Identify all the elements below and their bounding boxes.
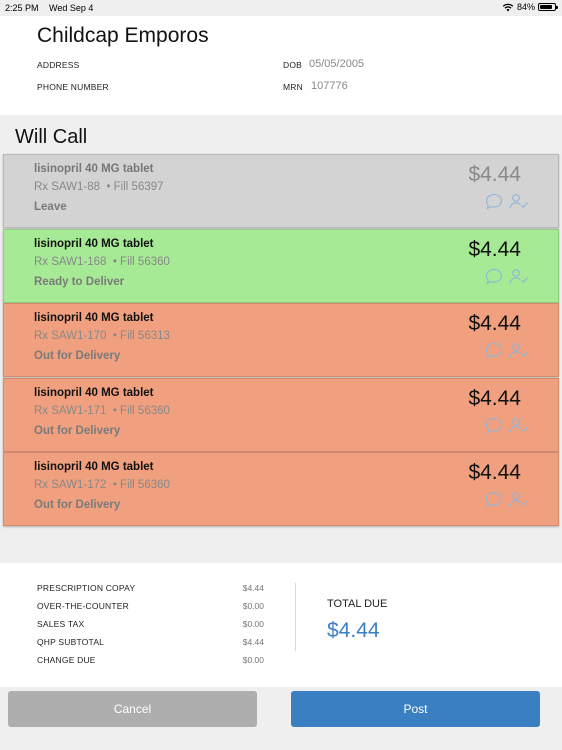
- summary-label: OVER-THE-COUNTER: [37, 601, 129, 611]
- summary-value: $4.44: [242, 583, 264, 593]
- rx-fill-line: Rx SAW1-170 • Fill 56313: [34, 330, 170, 342]
- rx-fill-line: Rx SAW1-88 • Fill 56397: [34, 181, 164, 193]
- post-button[interactable]: Post: [291, 691, 540, 727]
- mrn-value: 107776: [311, 80, 348, 92]
- patient-name: Childcap Emporos: [37, 24, 209, 47]
- address-label: ADDRESS: [37, 60, 80, 70]
- drug-name: lisinopril 40 MG tablet: [34, 386, 154, 399]
- fill-number: • Fill 56360: [112, 404, 170, 417]
- status-bar: 2:25 PM Wed Sep 4 84%: [0, 0, 562, 16]
- section-title: Will Call: [15, 126, 88, 148]
- summary-label: CHANGE DUE: [37, 655, 96, 665]
- user-check-icon[interactable]: [509, 491, 529, 508]
- summary-label: SALES TAX: [37, 619, 85, 629]
- item-actions: [485, 491, 529, 508]
- comment-icon[interactable]: [485, 193, 503, 210]
- status-right: 84%: [502, 2, 558, 12]
- prescription-price: $4.44: [468, 163, 521, 186]
- wifi-icon: [502, 3, 514, 11]
- fill-number: • Fill 56360: [112, 479, 170, 492]
- item-actions: [485, 268, 529, 285]
- battery-icon: [538, 3, 558, 11]
- prescription-price: $4.44: [468, 386, 521, 410]
- prescription-status: Out for Delivery: [34, 350, 121, 363]
- dob-value: 05/05/2005: [309, 58, 365, 70]
- prescription-price: $4.44: [468, 461, 521, 485]
- summary-value: $0.00: [242, 619, 264, 629]
- user-check-icon[interactable]: [509, 417, 529, 434]
- prescription-item[interactable]: lisinopril 40 MG tablet Rx SAW1-168 • Fi…: [3, 228, 559, 303]
- rx-number: Rx SAW1-88: [34, 181, 101, 193]
- total-due-label: TOTAL DUE: [327, 598, 388, 610]
- comment-icon[interactable]: [485, 417, 503, 434]
- rx-number: Rx SAW1-172: [34, 479, 107, 492]
- phone-label: PHONE NUMBER: [37, 82, 109, 92]
- drug-name: lisinopril 40 MG tablet: [34, 461, 154, 474]
- payment-summary: PRESCRIPTION COPAY $4.44 OVER-THE-COUNTE…: [0, 563, 562, 687]
- prescription-item[interactable]: lisinopril 40 MG tablet Rx SAW1-171 • Fi…: [3, 377, 559, 452]
- mrn-label: MRN: [283, 82, 303, 92]
- rx-fill-line: Rx SAW1-172 • Fill 56360: [34, 479, 170, 491]
- total-due-value: $4.44: [327, 619, 380, 642]
- summary-divider: [295, 583, 296, 651]
- prescription-status: Leave: [34, 201, 67, 213]
- drug-name: lisinopril 40 MG tablet: [34, 237, 154, 250]
- battery-fill: [540, 5, 552, 9]
- dob-label: DOB: [283, 60, 303, 70]
- fill-number: • Fill 56397: [106, 181, 164, 193]
- rx-number: Rx SAW1-170: [34, 330, 107, 343]
- item-actions: [485, 342, 529, 359]
- cancel-button[interactable]: Cancel: [8, 691, 257, 727]
- battery-percent: 84%: [516, 2, 535, 12]
- summary-label: QHP SUBTOTAL: [37, 637, 105, 647]
- summary-value: $0.00: [242, 601, 264, 611]
- prescription-price: $4.44: [468, 237, 521, 261]
- status-time: 2:25 PM: [5, 3, 39, 13]
- rx-number: Rx SAW1-168: [34, 255, 107, 268]
- user-check-icon[interactable]: [509, 268, 529, 285]
- patient-card: Childcap Emporos ADDRESS PHONE NUMBER DO…: [0, 16, 562, 115]
- summary-value: $0.00: [242, 655, 264, 665]
- prescription-status: Ready to Deliver: [34, 275, 125, 288]
- item-actions: [485, 417, 529, 434]
- prescription-item[interactable]: lisinopril 40 MG tablet Rx SAW1-172 • Fi…: [3, 452, 559, 527]
- drug-name: lisinopril 40 MG tablet: [34, 312, 154, 325]
- status-date: Wed Sep 4: [49, 3, 94, 13]
- user-check-icon[interactable]: [509, 193, 529, 210]
- rx-fill-line: Rx SAW1-168 • Fill 56360: [34, 256, 170, 268]
- comment-icon[interactable]: [485, 342, 503, 359]
- prescription-price: $4.44: [468, 312, 521, 336]
- item-actions: [485, 193, 529, 210]
- fill-number: • Fill 56360: [112, 255, 170, 268]
- rx-number: Rx SAW1-171: [34, 404, 107, 417]
- user-check-icon[interactable]: [509, 342, 529, 359]
- drug-name: lisinopril 40 MG tablet: [34, 163, 154, 175]
- prescription-status: Out for Delivery: [34, 499, 121, 512]
- rx-fill-line: Rx SAW1-171 • Fill 56360: [34, 405, 170, 417]
- prescription-item[interactable]: lisinopril 40 MG tablet Rx SAW1-170 • Fi…: [3, 303, 559, 378]
- prescription-list: lisinopril 40 MG tablet Rx SAW1-88 • Fil…: [3, 154, 559, 527]
- prescription-item[interactable]: lisinopril 40 MG tablet Rx SAW1-88 • Fil…: [3, 154, 559, 228]
- comment-icon[interactable]: [485, 268, 503, 285]
- comment-icon[interactable]: [485, 491, 503, 508]
- prescription-status: Out for Delivery: [34, 424, 121, 437]
- summary-value: $4.44: [242, 637, 264, 647]
- fill-number: • Fill 56313: [112, 330, 170, 343]
- summary-label: PRESCRIPTION COPAY: [37, 583, 136, 593]
